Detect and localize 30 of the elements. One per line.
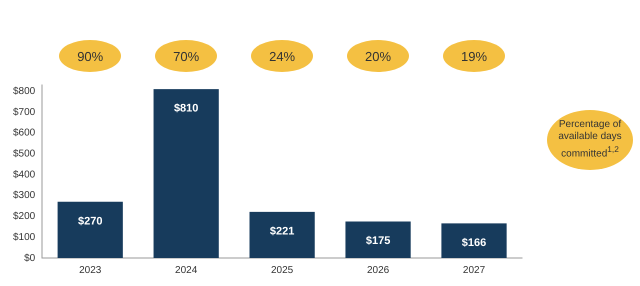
y-tick-label: $200 <box>12 211 36 222</box>
bar <box>250 212 315 258</box>
y-tick-label: $0 <box>24 252 36 264</box>
y-tick-label: $300 <box>12 190 36 202</box>
y-tick-label: $800 <box>12 86 36 98</box>
x-tick-label: 2023 <box>79 264 102 276</box>
bar <box>154 89 219 258</box>
y-tick-label: $400 <box>12 169 36 180</box>
bar <box>345 222 411 258</box>
x-tick-label: 2024 <box>175 264 198 276</box>
x-tick-label: 2027 <box>462 264 486 276</box>
x-tick-label: 2026 <box>366 264 390 276</box>
oval-badge: 90% <box>59 40 122 72</box>
bar <box>441 223 507 258</box>
oval-badge: 19% <box>443 40 506 72</box>
data-label: $166 <box>462 236 486 249</box>
data-label: $270 <box>78 215 102 228</box>
y-tick-label: $700 <box>12 106 36 118</box>
oval-badge: 20% <box>347 40 410 72</box>
y-tick-label: $600 <box>12 128 36 139</box>
data-label: $221 <box>270 225 294 238</box>
x-tick-label: 2025 <box>271 264 294 276</box>
oval-badge: Percentage of available days committed$^{1,2}$ <box>547 110 633 170</box>
oval-badge: 70% <box>155 40 218 72</box>
bar <box>58 202 123 258</box>
oval-badge: 24% <box>251 40 314 72</box>
data-label: $810 <box>174 102 198 115</box>
y-tick-label: $500 <box>12 148 36 160</box>
y-tick-label: $100 <box>12 232 36 243</box>
data-label: $175 <box>366 235 390 248</box>
